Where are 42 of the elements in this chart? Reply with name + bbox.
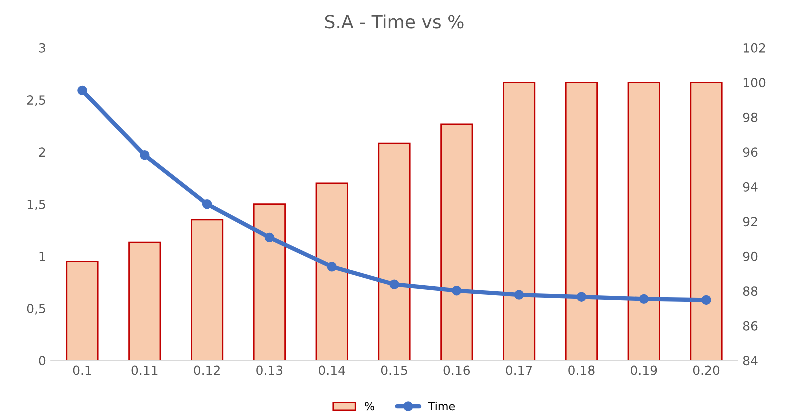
chart-title: S.A - Time vs %: [325, 14, 464, 29]
x-tick-label: 0.11: [132, 366, 158, 376]
y-tick-label: 2,5: [27, 96, 46, 106]
x-tick-label: 0.19: [631, 366, 658, 376]
point: [327, 262, 337, 272]
y2-tick-label: 102: [744, 43, 766, 53]
y2-tick-label: 86: [743, 321, 758, 331]
point: [78, 86, 88, 96]
point: [452, 286, 462, 296]
x-tick-label: 0.13: [256, 366, 283, 376]
y2-tick-label: 94: [743, 182, 758, 192]
point: [140, 150, 150, 160]
y-tick-label: 2: [39, 148, 46, 157]
x-tick-label: 0.20: [693, 366, 720, 376]
y2-tick-label: 88: [743, 286, 758, 296]
point: [514, 290, 524, 300]
point: [702, 295, 712, 306]
x-tick-label: 0.15: [381, 366, 408, 376]
y2-tick-label: 90: [743, 252, 758, 262]
y-tick-label: 0: [39, 356, 46, 366]
x-tick-label: 0.1: [73, 366, 92, 376]
y-tick-label: 3: [39, 43, 46, 53]
point: [576, 292, 587, 302]
x-tick-label: 0.18: [568, 366, 595, 376]
y2-tick-label: 100: [744, 78, 766, 88]
legend-label: Time: [428, 402, 456, 411]
y2-tick-label: 92: [743, 217, 758, 227]
x-tick-label: 0.12: [194, 366, 220, 376]
y2-tick-label: 96: [743, 148, 758, 158]
point: [202, 199, 212, 210]
y-tick-label: 0,5: [27, 304, 46, 315]
point: [639, 294, 649, 304]
y2-tick-label: 84: [743, 356, 758, 366]
y2-tick-label: 98: [743, 112, 758, 122]
y-tick-label: 1: [40, 252, 46, 262]
x-tick-label: 0.16: [444, 366, 470, 376]
point: [390, 280, 400, 290]
y-tick-label: 1,5: [28, 200, 46, 211]
point: [264, 232, 275, 243]
x-tick-label: 0.17: [506, 366, 532, 376]
legend-label: %: [365, 402, 374, 411]
x-tick-label: 0.14: [319, 366, 346, 376]
